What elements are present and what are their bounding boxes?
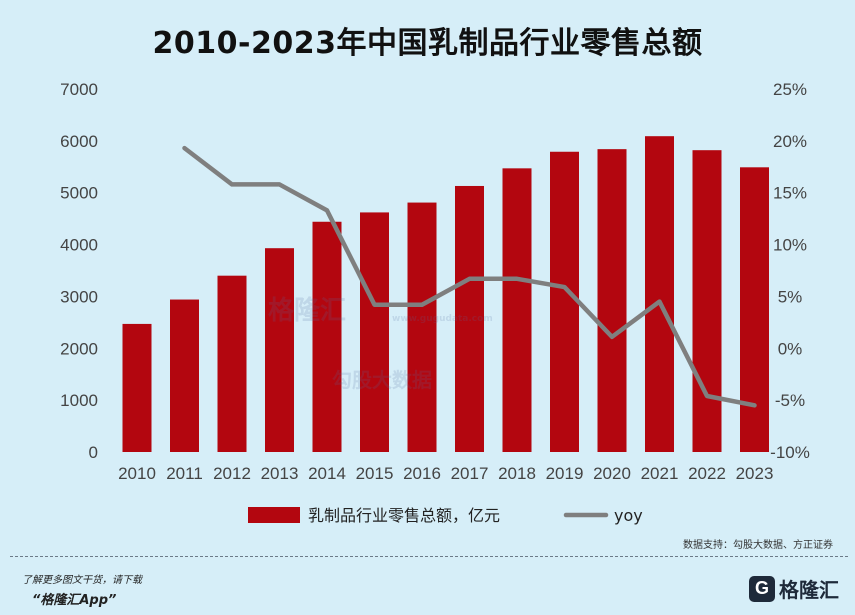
left-tick-label: 2000 [60, 339, 98, 358]
right-tick-label: 5% [778, 287, 803, 306]
x-tick-label: 2012 [213, 464, 251, 483]
bar-2016 [407, 202, 437, 452]
right-tick-label: 25% [773, 80, 807, 99]
x-tick-label: 2023 [736, 464, 774, 483]
right-tick-label: 0% [778, 339, 803, 358]
bar-2017 [455, 185, 484, 453]
x-tick-label: 2016 [403, 464, 441, 483]
left-tick-label: 3000 [60, 287, 98, 306]
x-tick-label: 2019 [546, 464, 584, 483]
right-tick-label: 10% [773, 236, 807, 255]
right-tick-label: 15% [773, 184, 807, 203]
left-tick-label: 1000 [60, 391, 98, 410]
bar-2019 [550, 151, 579, 453]
divider [10, 556, 848, 557]
bar-2012 [217, 275, 247, 452]
x-tick-label: 2015 [356, 464, 394, 483]
bar-2015 [360, 212, 389, 452]
x-tick-label: 2010 [118, 464, 156, 483]
bar-2010 [122, 323, 152, 452]
chart-title: 2010-2023年中国乳制品行业零售总额 [152, 26, 703, 61]
bar-2022 [692, 150, 722, 453]
left-tick-label: 7000 [60, 80, 98, 99]
brand-logo: G 格隆汇 [749, 574, 839, 603]
source-note: 数据支持：勾股大数据、方正证券 [683, 540, 833, 551]
promo-app-name: “格隆汇App” [32, 593, 117, 608]
x-tick-label: 2014 [308, 464, 346, 483]
legend-bar-swatch [248, 507, 300, 523]
x-tick-label: 2020 [593, 464, 631, 483]
bar-2023 [740, 167, 769, 452]
yoy-line [182, 145, 757, 408]
bar-2011 [170, 299, 199, 452]
left-tick-label: 5000 [60, 184, 98, 203]
x-tick-label: 2021 [641, 464, 679, 483]
bar-2020 [597, 149, 627, 452]
x-tick-label: 2011 [166, 464, 203, 483]
logo-icon: G [749, 575, 775, 602]
bar-2014 [312, 221, 342, 452]
right-tick-label: -5% [775, 391, 805, 410]
x-tick-label: 2013 [261, 464, 299, 483]
x-tick-label: 2017 [451, 464, 489, 483]
promo-text: 了解更多图文干货，请下载 [22, 575, 142, 586]
logo-text: 格隆汇 [779, 578, 839, 602]
legend-line-label: yoy [614, 506, 643, 525]
bar-2013 [265, 248, 294, 452]
right-tick-label: -10% [770, 443, 810, 462]
bar-2018 [502, 168, 532, 452]
bar-2021 [645, 136, 674, 452]
left-tick-label: 0 [89, 443, 98, 462]
x-tick-label: 2022 [688, 464, 726, 483]
legend-bar-label: 乳制品行业零售总额，亿元 [308, 506, 500, 525]
left-tick-label: 6000 [60, 132, 98, 151]
x-tick-label: 2018 [498, 464, 536, 483]
left-tick-label: 4000 [60, 236, 98, 255]
right-tick-label: 20% [773, 132, 807, 151]
